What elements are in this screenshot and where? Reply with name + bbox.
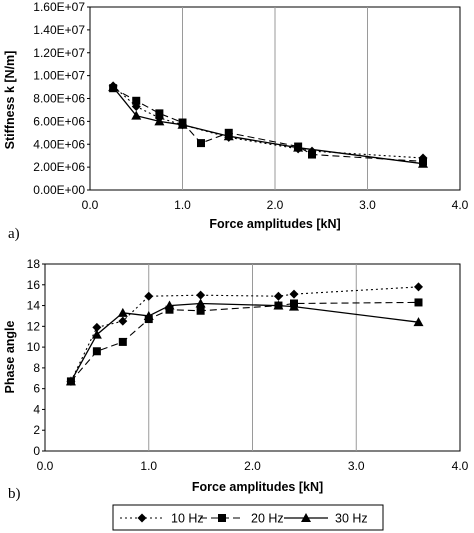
data-point: [196, 306, 205, 315]
panel-label: b): [8, 486, 21, 502]
y-tick-label: 1.20E+07: [33, 46, 85, 60]
data-point: [289, 301, 299, 311]
x-tick-label: 3.0: [359, 198, 376, 212]
y-tick-label: 6: [33, 382, 40, 396]
x-axis-label: Force amplitudes [kN]: [209, 217, 340, 231]
y-tick-label: 4.00E+06: [33, 137, 85, 151]
data-point: [197, 139, 205, 148]
series-line: [112, 86, 424, 165]
data-point: [108, 82, 119, 92]
x-tick-label: 2.0: [244, 459, 261, 473]
y-tick-label: 1.40E+07: [33, 23, 85, 37]
data-point: [144, 291, 154, 301]
data-point: [196, 290, 206, 300]
legend-marker: [301, 513, 311, 522]
y-tick-label: 0.00E+00: [33, 183, 85, 197]
y-tick-label: 12: [27, 319, 41, 333]
y-axis-label: Stiffness k [N/m]: [3, 51, 17, 150]
data-point: [414, 282, 423, 292]
data-point: [154, 116, 165, 126]
x-tick-label: 3.0: [348, 459, 365, 473]
data-point: [414, 298, 423, 307]
legend-marker: [137, 513, 147, 523]
data-point: [164, 300, 175, 310]
x-tick-label: 1.0: [174, 198, 191, 212]
data-point: [65, 376, 76, 386]
data-point: [155, 109, 164, 118]
data-point: [118, 316, 128, 326]
data-point: [195, 298, 206, 308]
panel-label: a): [8, 226, 20, 242]
x-tick-label: 4.0: [452, 459, 469, 473]
legend-marker: [218, 514, 226, 522]
y-tick-label: 10: [27, 340, 41, 354]
y-tick-label: 8.00E+06: [33, 92, 85, 106]
y-tick-label: 1.60E+07: [33, 0, 85, 14]
series-20-hz: [66, 298, 423, 386]
data-point: [92, 347, 101, 356]
x-tick-label: 0.0: [37, 459, 54, 473]
x-tick-label: 1.0: [140, 459, 157, 473]
series-30-hz: [65, 298, 424, 386]
y-tick-label: 2.00E+06: [33, 160, 85, 174]
phase-angle-chart: 0.0 1.0 2.0 3.0 4.0 0 2 4 6 8 10 12 14 16 18 Force ampl…: [3, 257, 469, 502]
data-point: [418, 158, 428, 168]
y-tick-label: 18: [27, 257, 41, 271]
x-tick-label: 4.0: [452, 198, 469, 212]
data-point: [273, 300, 284, 310]
data-point: [118, 337, 127, 346]
data-point: [132, 96, 141, 105]
y-tick-label: 0: [33, 444, 40, 458]
y-tick-label: 8: [33, 361, 40, 375]
x-axis-label: Force amplitudes [kN]: [192, 480, 323, 494]
y-axis-label: Phase angle: [3, 320, 17, 393]
y-tick-label: 14: [27, 299, 41, 313]
series-line: [70, 286, 419, 382]
series-10-hz: [66, 282, 423, 386]
data-point: [131, 110, 142, 120]
legend-label: 10 Hz: [171, 512, 204, 526]
data-point: [91, 329, 102, 339]
data-point: [177, 119, 188, 129]
data-point: [293, 142, 304, 152]
data-point: [289, 289, 299, 299]
y-tick-label: 6.00E+06: [33, 114, 85, 128]
data-point: [273, 291, 283, 301]
legend-box: [112, 504, 384, 531]
legend-label: 20 Hz: [251, 512, 284, 526]
x-tick-label: 0.0: [82, 198, 99, 212]
data-point: [117, 307, 128, 317]
data-point: [165, 305, 174, 314]
stiffness-chart: 0.0 1.0 2.0 3.0 4.0 0.00E+00 2.00E+06 4.00E+06 6…: [3, 0, 469, 242]
data-point: [223, 131, 234, 141]
y-tick-label: 16: [27, 278, 41, 292]
y-tick-label: 1.00E+07: [33, 69, 85, 83]
x-tick-label: 2.0: [267, 198, 284, 212]
legend: 10 Hz 20 Hz 30 Hz: [112, 504, 384, 531]
data-point: [92, 322, 102, 332]
series-30-hz: [108, 82, 428, 168]
data-point: [143, 310, 154, 320]
y-tick-label: 2: [33, 423, 40, 437]
legend-label: 30 Hz: [335, 512, 368, 526]
data-point: [308, 150, 316, 159]
data-point: [413, 317, 424, 327]
y-tick-label: 4: [33, 402, 40, 416]
